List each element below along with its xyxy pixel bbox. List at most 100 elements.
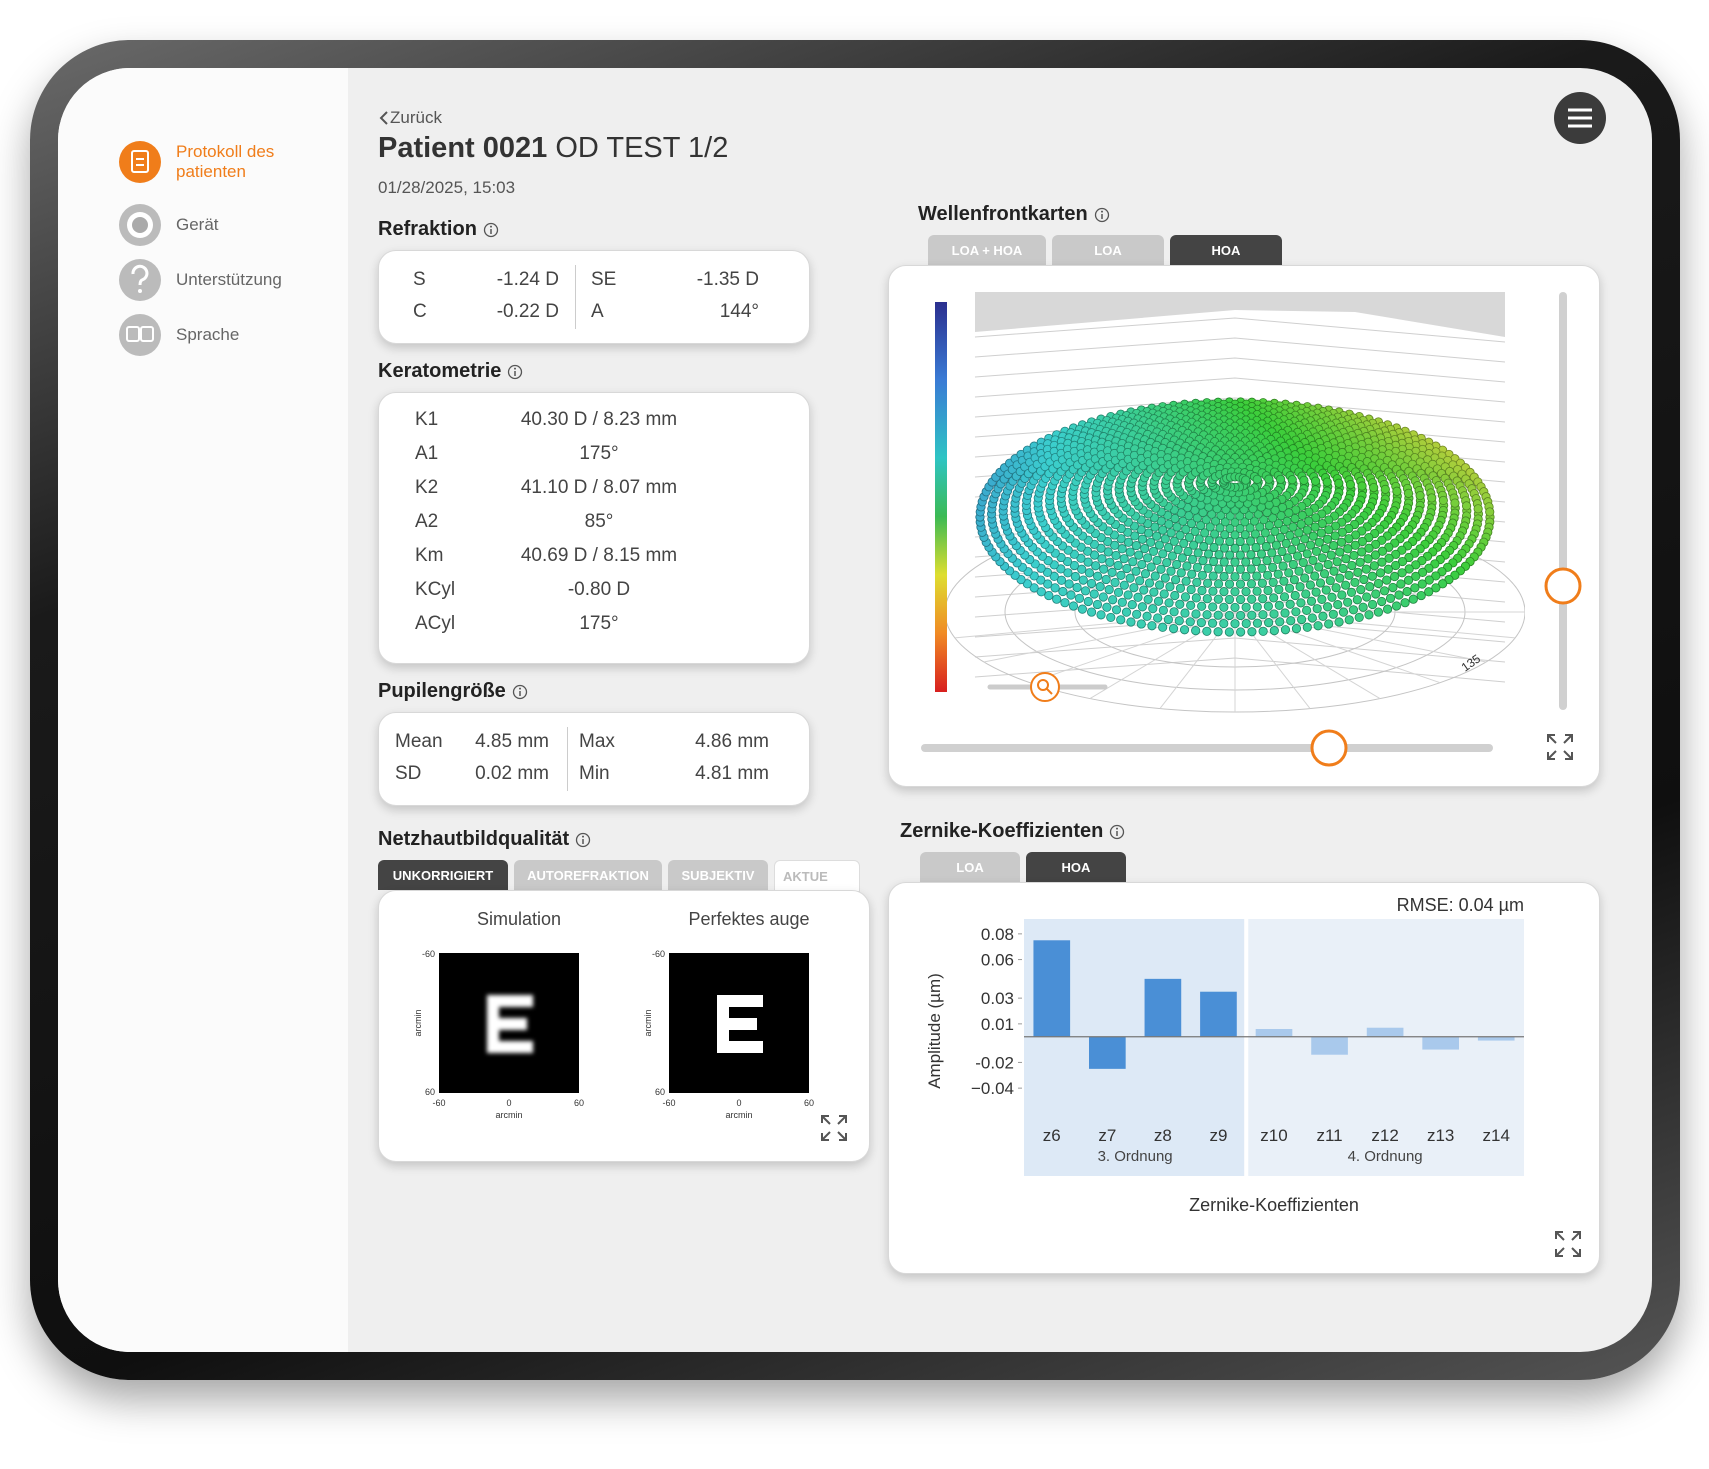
map-point [1279,524,1289,534]
map-point [1252,474,1262,484]
map-point [1127,600,1137,610]
map-point [1304,564,1314,574]
map-point [1219,618,1229,629]
nav-item[interactable]: Sprache [118,313,239,357]
map-point [1364,610,1374,620]
map-point [1322,602,1333,612]
map-point [1159,589,1169,599]
nav-item[interactable]: Gerät [118,203,219,247]
map-point [1203,578,1213,588]
tab[interactable]: HOA [1170,235,1282,265]
map-point [1111,550,1121,561]
map-point [1070,571,1080,582]
column-divider [567,727,568,791]
map-point [1326,550,1336,560]
map-point [1197,585,1207,596]
y-tick-label: 0.01 [981,1015,1014,1034]
tab[interactable]: UNKORRIGIERT [378,860,508,890]
map-point [1108,595,1118,605]
map-point [1263,585,1273,596]
map-point [1184,532,1195,542]
map-polar-spoke [1159,611,1236,709]
map-point [1230,557,1240,567]
map-point [1307,613,1317,623]
tab[interactable]: LOA [920,852,1020,882]
value-cell: Min [579,763,610,784]
back-link[interactable]: Zurück [378,108,442,128]
screen: Protokoll des patienten Gerät Unterstützun… [58,68,1652,1352]
horizontal-slider-handle[interactable] [1310,729,1348,767]
colorbar [935,302,947,692]
axis-tick-label: -60 [422,949,435,959]
map-point [1193,548,1203,558]
map-point [1189,540,1199,550]
map-point [1411,560,1421,570]
value-cell: 4.85 mm [475,731,549,752]
map-angle-label: 135 [1459,651,1484,674]
map-point [1241,557,1251,567]
tab[interactable]: HOA [1026,852,1126,882]
nav-item[interactable]: Unterstützung [118,258,282,302]
map-point [1133,592,1143,602]
map-point [1346,587,1357,597]
map-point [1298,557,1308,568]
x-tick-label: z11 [1316,1126,1342,1145]
tab[interactable]: LOA + HOA [928,235,1046,265]
map-point [1165,582,1175,592]
menu-button[interactable] [1552,90,1608,146]
map-point [1263,601,1273,611]
map-point [1329,540,1339,551]
map-point [1291,624,1302,634]
value-cell: 4.86 mm [695,731,769,752]
map-point [1137,559,1147,570]
value-cell: 0.02 mm [475,763,549,784]
zernike-card: 3. Ordnung 4. Ordnung 0.08 0.06 0.03 0.01 -0.0… [888,882,1600,1274]
map-point [1325,576,1335,586]
map-point [1288,559,1298,570]
map-point [1385,593,1396,603]
map-point [1348,605,1359,615]
map-point [1166,528,1176,538]
axis-tick-label: arcmin [413,1009,423,1036]
map-point [1180,608,1190,618]
map-point [1272,554,1283,565]
map-point [1203,549,1214,559]
map-point [1296,519,1306,529]
map-point [1363,554,1373,564]
icon-glyph [131,264,149,286]
map-point [1192,577,1202,587]
map-point [1196,520,1206,531]
value-cell: SD [395,763,422,784]
expand-icon[interactable] [1545,732,1575,762]
expand-icon[interactable] [819,1113,849,1143]
tab[interactable]: AUTOREFRAKTION [514,860,662,890]
map-point [1264,474,1274,484]
map-point [1137,602,1148,612]
tab[interactable]: AKTUE [774,860,860,892]
pupillen-card: Mean 4.85 mm Max 4.86 mm SD 0.02 mm Min 4.81 mm [378,712,810,806]
tab[interactable]: SUBJEKTIV [668,860,768,890]
map-point [1485,507,1495,517]
map-grid-line [974,317,1506,343]
section-heading: Pupilengröße [378,680,528,703]
map-point [1179,538,1189,549]
map-point [1252,571,1262,581]
letter-e [717,995,763,1053]
tab[interactable]: LOA [1052,235,1164,265]
map-grid-line [974,377,1506,403]
map-point [1152,531,1162,541]
nav-item[interactable]: Protokoll des patienten [118,140,286,184]
zoom-handle[interactable] [1030,672,1060,702]
map-point [1280,608,1290,618]
map-point [1415,490,1425,501]
vertical-slider-handle[interactable] [1544,567,1582,605]
value-cell: K1 [415,409,439,430]
map-point [1278,561,1288,571]
map-point [1352,595,1362,605]
map-point [1274,584,1284,595]
value-cell: 144° [719,301,759,322]
map-point [1219,557,1229,567]
expand-icon[interactable] [1553,1229,1583,1259]
sidebar: Protokoll des patienten Gerät Unterstützun… [58,68,348,1352]
